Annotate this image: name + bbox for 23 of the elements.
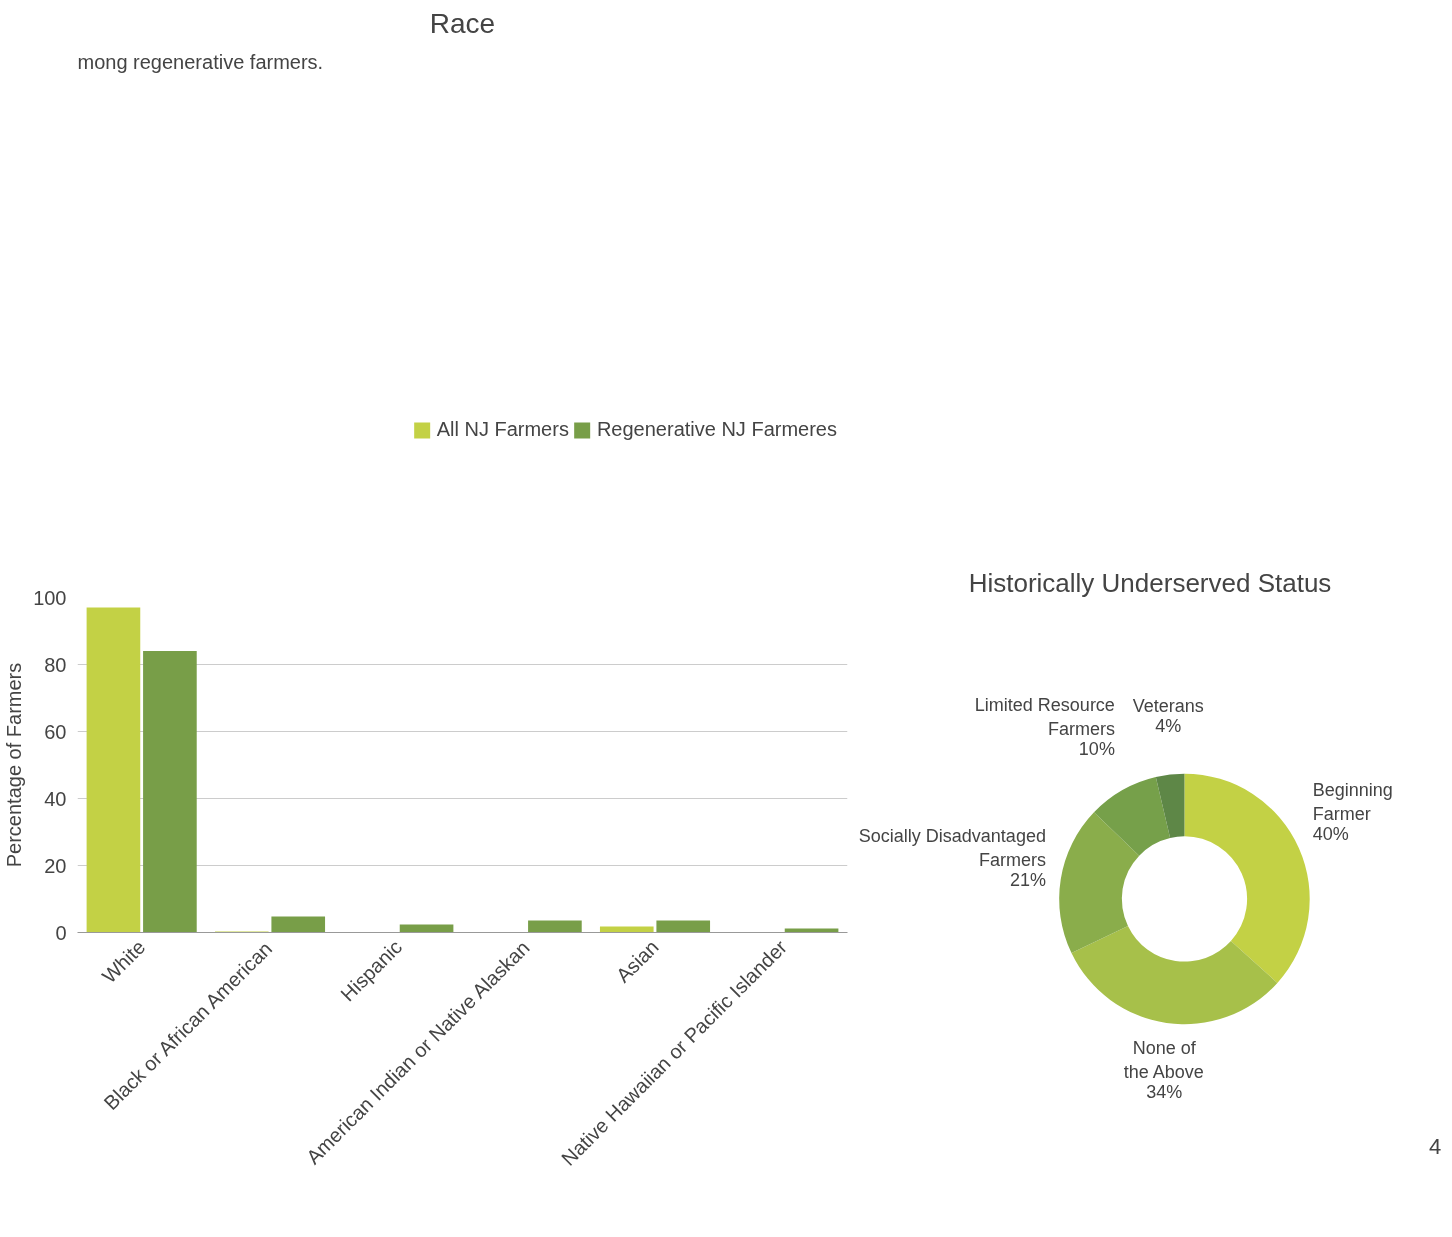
text: mong regenerative farmers. — [77, 50, 324, 73]
y-tick-label: 60 — [44, 720, 67, 743]
slice-label: Limited Resource Farmers — [974, 694, 1115, 739]
y-tick-label: 40 — [44, 787, 67, 810]
y-tick-label: 20 — [44, 854, 67, 877]
legend-label: Regenerative NJ Farmeres — [596, 418, 837, 442]
data-label: 4% — [1155, 715, 1182, 736]
data-label: 34% — [1146, 1081, 1183, 1102]
y-tick-label: 100 — [33, 586, 67, 609]
slice-label: Socially Disadvantaged Farmers — [858, 825, 1046, 870]
data-label: 21% — [1009, 869, 1046, 890]
y-tick-label: 80 — [44, 653, 67, 676]
slice-label: Beginning Farmer — [1312, 780, 1393, 825]
text: 4 — [1429, 1134, 1442, 1160]
data-label: 40% — [1312, 824, 1349, 845]
slice-label: None of the Above — [1123, 1037, 1204, 1082]
y-tick-label: 0 — [55, 921, 67, 944]
legend-label: All NJ Farmers — [436, 418, 569, 442]
y-axis-title: Percentage of Farmers — [3, 662, 26, 868]
data-label: 10% — [1078, 738, 1115, 759]
chart-title: Historically Underserved Status — [968, 567, 1332, 598]
chart-title: Race — [429, 7, 496, 39]
slice-label: Veterans — [1132, 695, 1204, 716]
